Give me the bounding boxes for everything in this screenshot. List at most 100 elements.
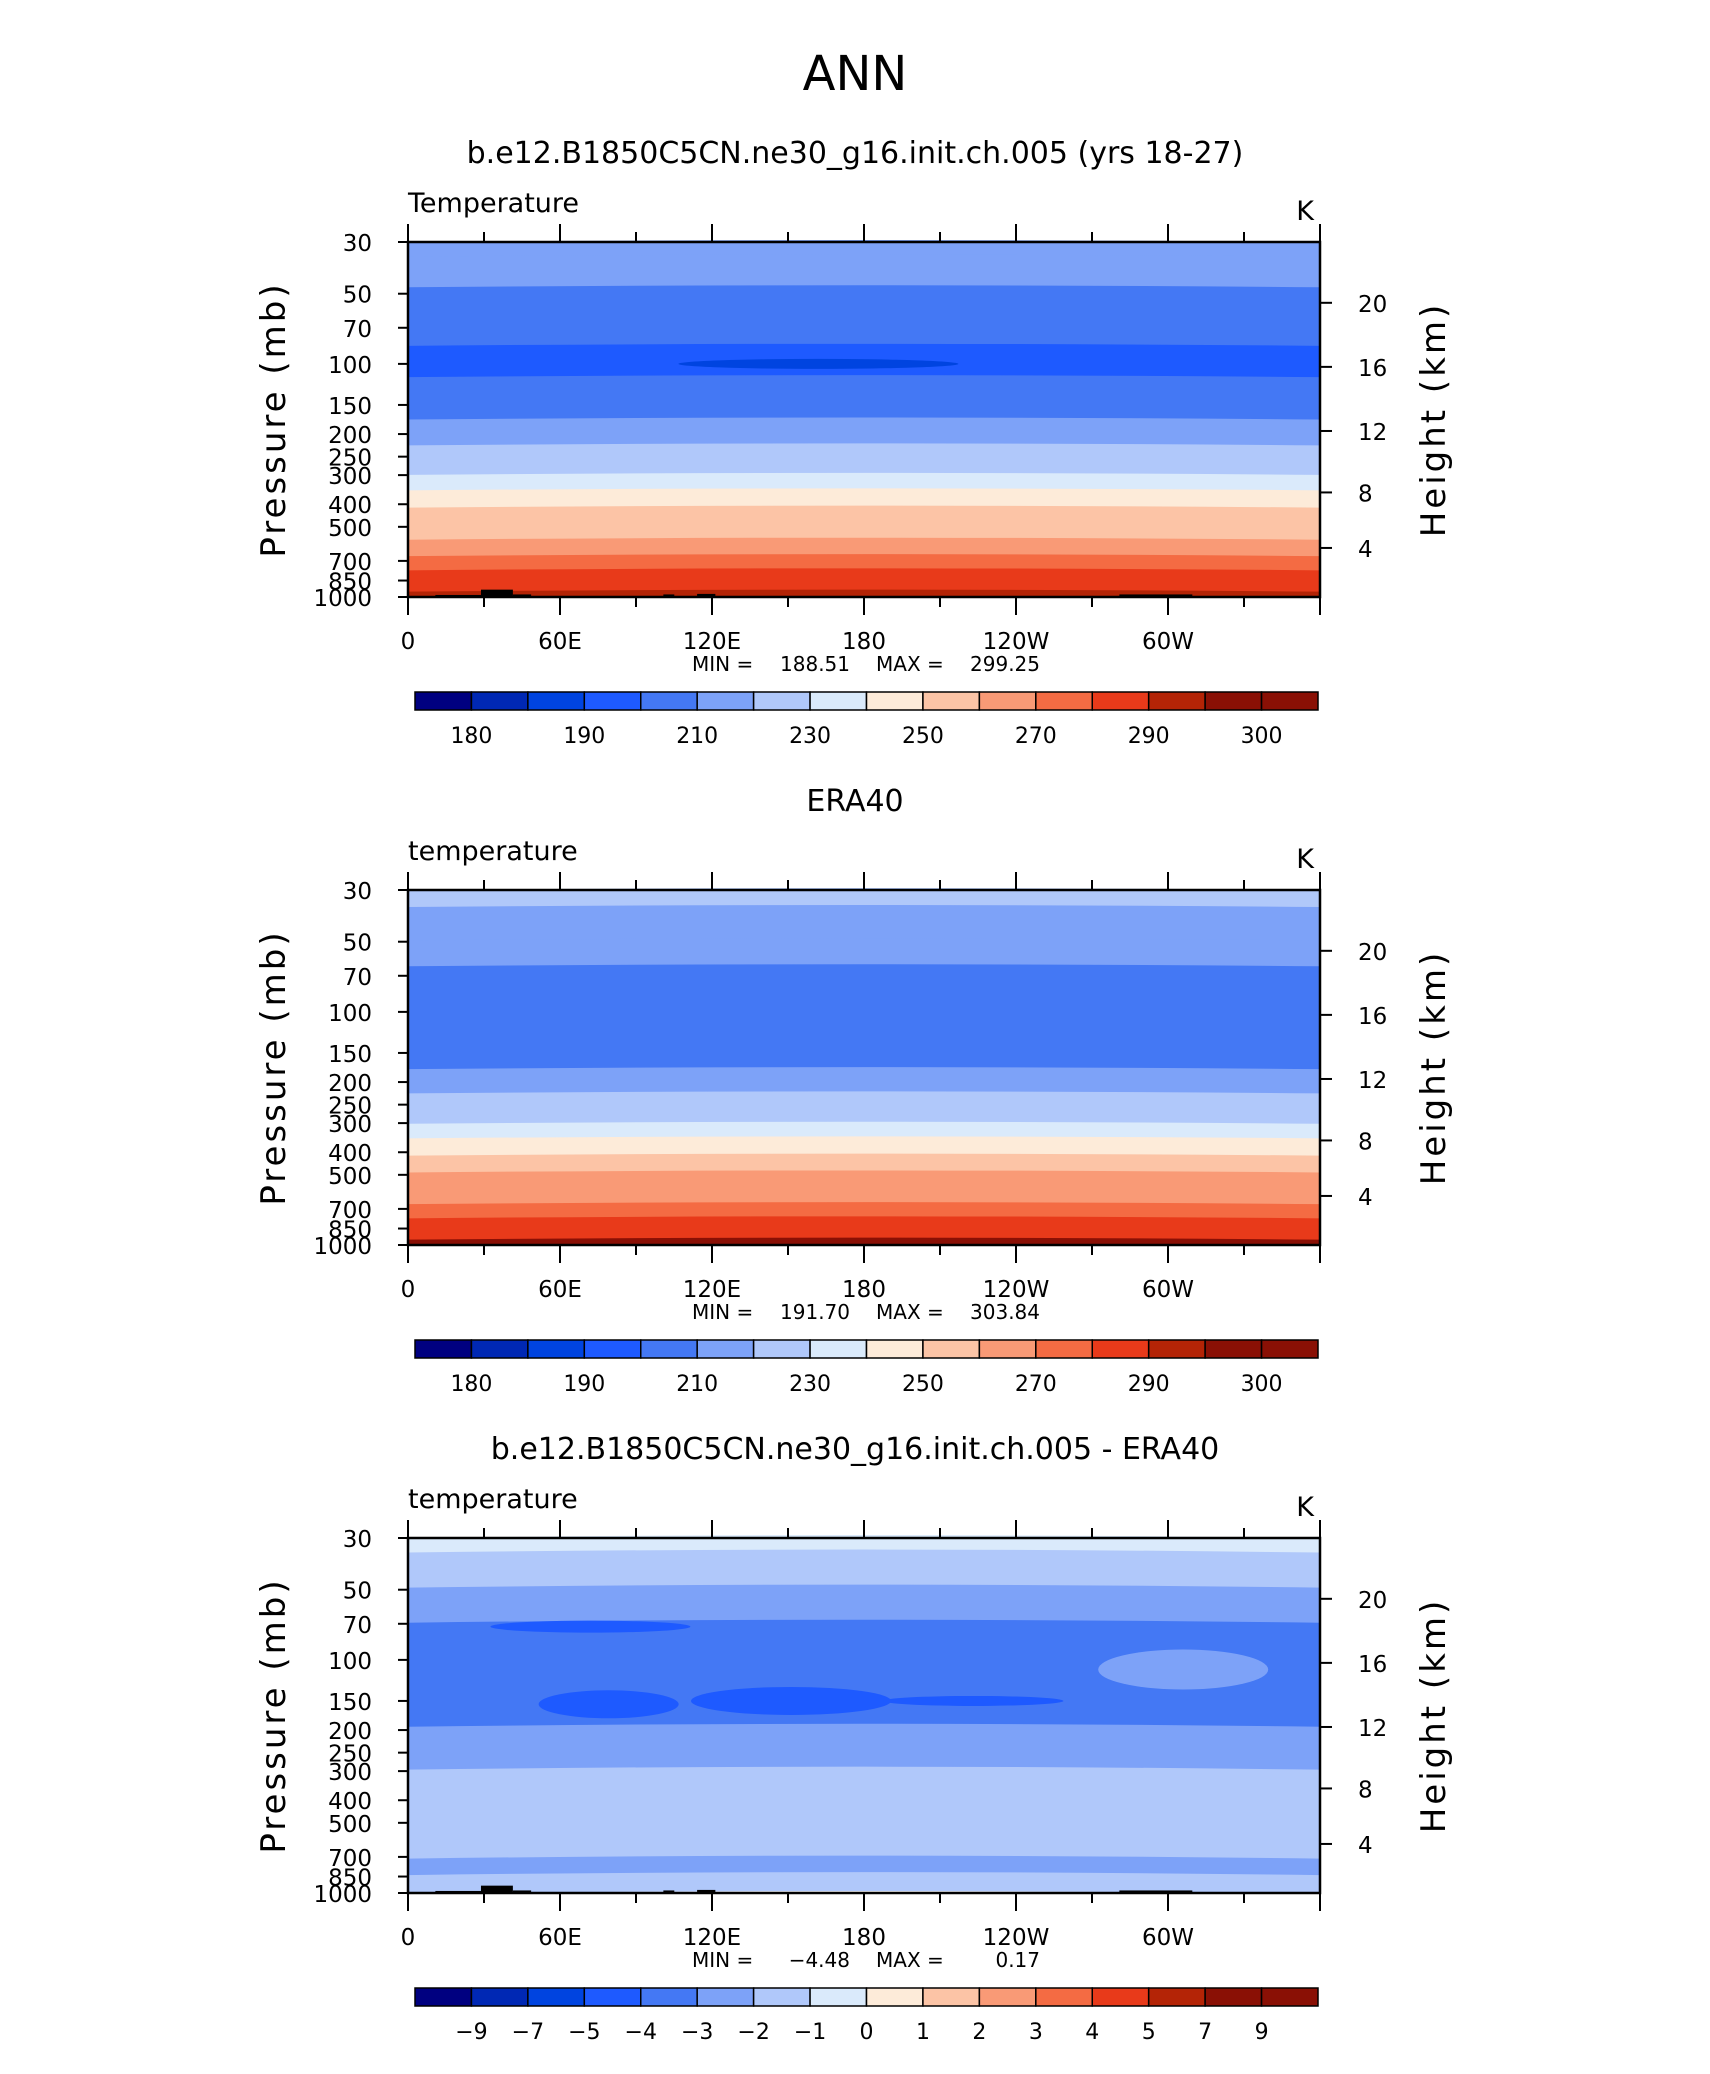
y-tick-label: 100 [328,353,372,379]
x-tick-label: 120E [683,1925,741,1951]
contour-band [408,1619,1320,1671]
colorbar-label: 230 [789,724,831,749]
contour-band [408,1109,1320,1125]
y2-tick-label: 8 [1358,1129,1373,1155]
y-tick-label: 500 [328,1164,372,1190]
colorbar-box [1147,1339,1206,1359]
y2-tick-label: 16 [1358,1652,1387,1678]
y2-tick-label: 12 [1358,1068,1387,1094]
colorbar-label: 270 [1015,724,1057,749]
contour-band [408,1549,1320,1589]
y-tick-label: 150 [328,394,372,420]
left-string: temperature [408,836,578,867]
colorbar-box [583,691,642,711]
y-tick-label: 400 [328,1789,372,1815]
y-tick-label: 850 [328,570,372,596]
contour-band [408,1047,1320,1071]
colorbar-box [1035,1987,1093,2007]
colorbar-box [1147,1987,1206,2007]
terrain-mask [480,1885,513,1893]
colorbar-label: −4 [625,2020,657,2045]
y2-tick-label: 16 [1358,1004,1387,1030]
y2-tick-label: 4 [1358,537,1373,563]
colorbar-label: 5 [1142,2020,1156,2045]
y-tick-label: 250 [328,1094,372,1120]
colorbar-box [1204,691,1263,711]
y-tick-label: 70 [343,1613,372,1639]
terrain-mask [697,593,716,597]
colorbar-label: 300 [1241,724,1283,749]
y-tick-label: 50 [343,283,372,309]
contour-band [408,285,1320,317]
contour-band [408,888,1320,909]
y-tick-label: 1000 [313,1882,372,1908]
colorbar-box [809,1987,868,2007]
y-tick-label: 100 [328,1649,372,1675]
colorbar-box [752,1987,811,2007]
y-tick-label: 250 [328,446,372,472]
contour-band [408,1584,1320,1624]
stats-max-label: MAX = [876,652,944,676]
terrain-mask [512,1890,532,1893]
contour-band [408,1833,1320,1860]
contour-band [408,313,1320,347]
x-tick-label: 120W [983,629,1050,655]
colorbar-label: −9 [455,2020,487,2045]
contour-band [408,938,1320,968]
panel-3: b.e12.B1850C5CN.ne30_g16.init.ch.005 - E… [254,1432,1454,2045]
x-tick-label: 120W [983,1925,1050,1951]
colorbar-box [865,691,924,711]
colorbar-label: 7 [1198,2020,1212,2045]
colorbar-label: 210 [676,724,718,749]
terrain-mask [697,1889,716,1893]
contour-anomaly [538,1690,679,1719]
colorbar-label: 290 [1128,1372,1170,1397]
colorbar-box [414,1339,473,1359]
colorbar-label: 2 [972,2020,986,2045]
terrain-mask [663,1890,675,1893]
colorbar-box [865,1339,924,1359]
colorbar-box [470,691,529,711]
x-tick-label: 60E [538,629,582,655]
y-tick-label: 300 [328,464,372,490]
contour-band [408,1227,1320,1241]
stats-max-label: MAX = [876,1300,944,1324]
colorbar-label: 250 [902,1372,944,1397]
contour-band [408,443,1320,464]
contour-band [408,472,1320,492]
stats-min-label: MIN = [692,1948,753,1972]
colorbar-label: 250 [902,724,944,749]
y2-tick-label: 8 [1358,481,1373,507]
contour-band [408,395,1320,421]
x-tick-label: 120E [683,629,741,655]
y-tick-label: 100 [328,1001,372,1027]
x-tick-label: 0 [401,1925,416,1951]
panel-title: ERA40 [806,784,903,819]
colorbar-box [865,1987,924,2007]
contour-band [408,460,1320,476]
contour-anomaly [865,1877,1046,1888]
colorbar-label: 0 [860,2020,874,2045]
panel-title: b.e12.B1850C5CN.ne30_g16.init.ch.005 (yr… [467,136,1244,171]
y2-tick-label: 16 [1358,356,1387,382]
contour-band [408,1153,1320,1174]
contour-anomaly [691,1686,892,1715]
contour-band [408,1216,1320,1231]
y-tick-label: 400 [328,1141,372,1167]
y-tick-label: 850 [328,1218,372,1244]
contour-band [408,1855,1320,1877]
colorbar-box [527,1987,586,2007]
y2-tick-label: 12 [1358,1716,1387,1742]
colorbar-box [527,691,586,711]
x-tick-label: 180 [842,1277,886,1303]
colorbar-box [922,1339,981,1359]
contour-band [408,554,1320,572]
colorbar-box [1035,1339,1093,1359]
y2-axis-label: Height (km) [1414,950,1454,1186]
x-tick-label: 60W [1142,1925,1194,1951]
y-tick-label: 200 [328,423,372,449]
contour-band [408,964,1320,995]
contour-band [408,488,1320,509]
